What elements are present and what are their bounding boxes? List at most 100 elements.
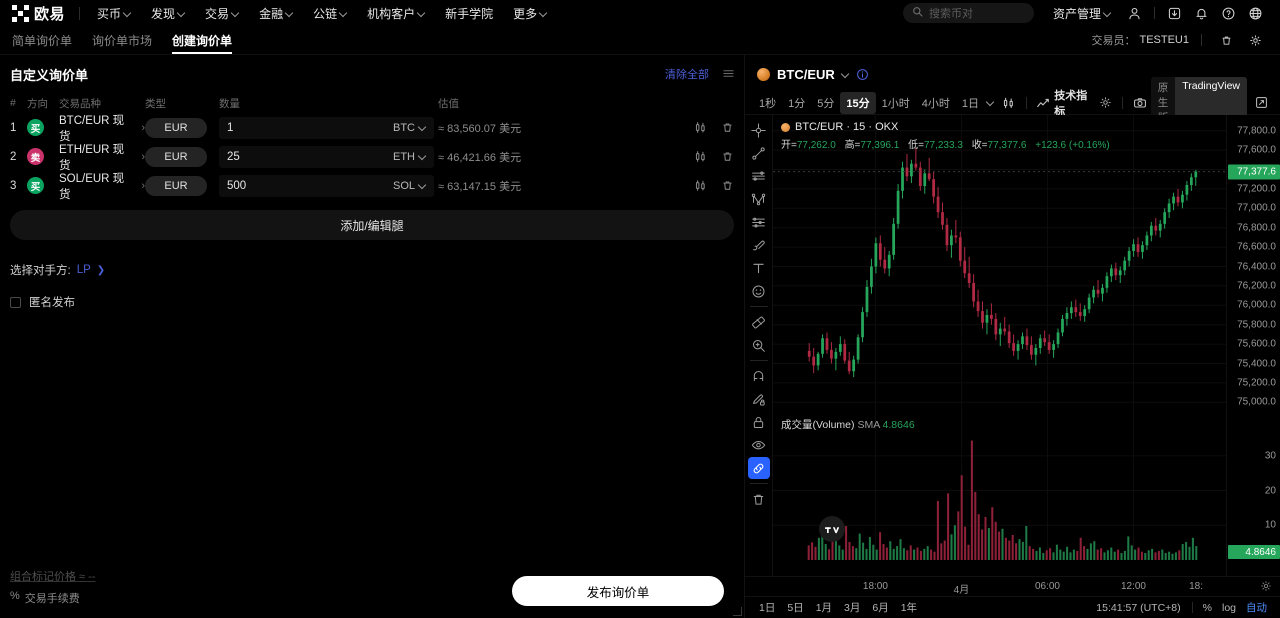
price-axis[interactable]: 77,800.077,600.077,400.077,200.077,000.0… [1226,115,1280,576]
chevron-down-icon[interactable] [987,98,993,105]
delete-icon[interactable] [1214,29,1239,51]
tab-simple-rfq[interactable]: 简单询价单 [12,33,73,48]
symbol-selector[interactable]: BTC/EUR 现货 › [59,112,145,144]
magnet-icon[interactable] [748,365,770,387]
horizontal-lines-icon[interactable] [748,165,770,187]
bell-icon[interactable] [1189,2,1214,24]
qty-input[interactable]: 1 BTC [219,116,434,139]
nav-item-more[interactable]: 更多 [504,1,556,26]
okx-logo[interactable]: 欧易 [8,3,71,24]
globe-icon[interactable] [1243,2,1268,24]
snapshot-icon[interactable] [1129,93,1151,113]
nav-item-academy[interactable]: 新手学院 [445,6,494,21]
range-1y[interactable]: 1年 [900,602,918,614]
panel-drag-handle[interactable] [723,68,734,81]
symbol-selector[interactable]: SOL/EUR 现货 › [59,170,145,202]
chevron-down-icon[interactable] [419,123,426,130]
time-axis[interactable]: 18:00 4月 06:00 12:00 18: [745,576,1280,596]
qty-input[interactable]: 25 ETH [219,145,434,168]
add-edit-leg-button[interactable]: 添加/编辑腿 [10,210,734,240]
text-icon[interactable] [748,257,770,279]
emoji-icon[interactable] [748,280,770,302]
type-pill[interactable]: EUR [145,117,207,138]
range-3mo[interactable]: 3月 [844,602,861,614]
zoom-in-icon[interactable] [748,334,770,356]
trash-icon[interactable] [748,488,770,510]
nav-item-trade[interactable]: 交易 [196,1,248,26]
pitchfork-icon[interactable] [748,188,770,210]
tab-create-rfq[interactable]: 创建询价单 [172,26,233,54]
tab-rfq-market[interactable]: 询价单市场 [92,33,153,48]
axis-settings-icon[interactable] [1260,580,1272,595]
brush-icon[interactable] [748,234,770,256]
lock-icon[interactable] [748,411,770,433]
delete-row-icon[interactable] [721,150,734,163]
clear-all-button[interactable]: 清除全部 [665,69,709,81]
nav-item-buy-crypto[interactable]: 买币 [88,1,140,26]
info-icon[interactable] [856,68,869,81]
trend-line-icon[interactable] [748,142,770,164]
symbol-selector[interactable]: ETH/EUR 现货 › [59,141,145,173]
range-1mo[interactable]: 1月 [815,602,833,614]
ruler-icon[interactable] [748,311,770,333]
gear-icon[interactable] [1095,93,1116,112]
eye-icon[interactable] [748,434,770,456]
chevron-right-icon[interactable]: ❯ [96,264,106,276]
fullscreen-icon[interactable] [1251,93,1272,112]
indicators-icon[interactable] [1032,93,1054,113]
timeframe-4h[interactable]: 4小时 [921,97,950,110]
assets-menu[interactable]: 资产管理 [1044,1,1120,26]
download-icon[interactable] [1162,2,1187,24]
user-icon[interactable] [1122,2,1147,24]
anonymous-checkbox[interactable] [10,296,21,308]
timeframe-5m[interactable]: 5分 [817,97,835,110]
gear-icon[interactable] [1243,29,1268,51]
link-icon[interactable] [747,457,770,479]
chevron-down-icon[interactable] [842,70,849,77]
percent-scale-button[interactable]: % [1202,601,1212,614]
qty-input[interactable]: 500 SOL [219,174,434,197]
timeframe-15m[interactable]: 15分 [840,91,876,114]
search-input[interactable]: 搜索币对 [902,3,1034,23]
candlestick-icon[interactable] [694,121,707,134]
price-axis-tick: 77,600.0 [1237,144,1276,156]
nav-item-finance[interactable]: 金融 [250,1,302,26]
type-pill[interactable]: EUR [145,146,207,167]
pencil-lock-icon[interactable] [748,388,770,410]
delete-row-icon[interactable] [721,121,734,134]
range-1d[interactable]: 1日 [759,602,776,614]
nav-item-discover[interactable]: 发现 [142,1,194,26]
price-chart-plot[interactable]: BTC/EUR · 15 · OKX 开=77,262.0 高=77,396.1… [773,115,1226,576]
candlestick-icon[interactable] [694,150,707,163]
timeframe-1m[interactable]: 1分 [788,97,806,110]
col-side: 方向 [27,97,48,110]
chevron-down-icon[interactable] [419,181,426,188]
fib-retracement-icon[interactable] [748,211,770,233]
candlestick-icon[interactable] [694,179,707,192]
type-pill[interactable]: EUR [145,175,207,196]
nav-item-institutional[interactable]: 机构客户 [358,1,434,26]
delete-row-icon[interactable] [721,179,734,192]
crosshair-icon[interactable] [748,119,770,141]
range-5d[interactable]: 5日 [787,602,804,614]
side-cell[interactable]: 买 [27,177,59,194]
candle-type-icon[interactable] [998,93,1020,113]
tradingview-logo[interactable] [819,516,845,542]
timeframe-1s[interactable]: 1秒 [759,97,777,110]
nav-item-public-chain[interactable]: 公链 [304,1,356,26]
side-cell[interactable]: 买 [27,119,59,136]
log-scale-button[interactable]: log [1221,601,1236,614]
publish-rfq-button[interactable]: 发布询价单 [512,576,724,606]
timeframe-1d[interactable]: 1日 [961,97,979,110]
timeframe-1h[interactable]: 1小时 [881,97,910,110]
chevron-down-icon[interactable] [419,152,426,159]
auto-scale-button[interactable]: 自动 [1246,602,1267,614]
range-6mo[interactable]: 6月 [872,602,889,614]
help-icon[interactable] [1216,2,1241,24]
chart-toolbar: 1秒 1分 5分 15分 1小时 4小时 1日 [745,77,1280,128]
side-cell[interactable]: 卖 [27,148,59,165]
price-axis-tick: 76,800.0 [1237,222,1276,234]
counterparty-value[interactable]: LP [76,264,91,276]
indicators-label[interactable]: 技术指标 [1054,89,1088,118]
panel-resize-handle[interactable] [733,607,742,616]
